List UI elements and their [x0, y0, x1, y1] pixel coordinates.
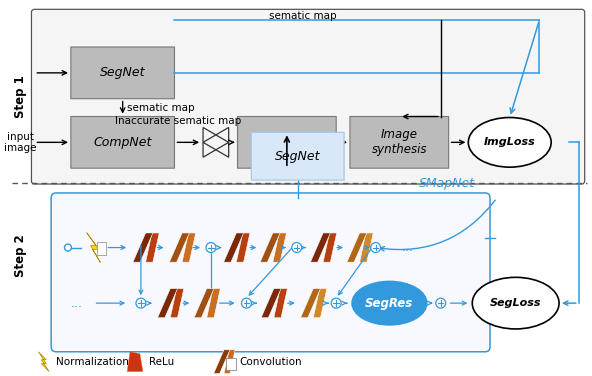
Text: ...: ...: [401, 241, 413, 254]
Polygon shape: [273, 233, 287, 262]
FancyBboxPatch shape: [96, 242, 107, 256]
Text: CompNet: CompNet: [94, 136, 152, 149]
Polygon shape: [224, 350, 235, 374]
Polygon shape: [261, 288, 281, 318]
Polygon shape: [157, 288, 178, 318]
Text: Step 1: Step 1: [14, 75, 27, 118]
FancyBboxPatch shape: [237, 117, 336, 168]
Text: SegNet: SegNet: [100, 66, 146, 79]
Polygon shape: [169, 233, 189, 262]
Text: input
image: input image: [4, 132, 37, 153]
Text: Convolution: Convolution: [240, 357, 302, 367]
Text: Step 2: Step 2: [14, 234, 27, 277]
Polygon shape: [170, 288, 184, 318]
Polygon shape: [146, 233, 159, 262]
Polygon shape: [323, 233, 337, 262]
Circle shape: [206, 243, 216, 253]
FancyBboxPatch shape: [252, 132, 344, 180]
Text: SegLoss: SegLoss: [490, 298, 542, 308]
Text: Normalization: Normalization: [56, 357, 129, 367]
Text: SegNet: SegNet: [275, 150, 320, 163]
Text: sematic map: sematic map: [127, 103, 194, 112]
FancyBboxPatch shape: [226, 358, 236, 370]
Circle shape: [436, 298, 446, 308]
FancyBboxPatch shape: [71, 47, 175, 99]
Text: ReLu: ReLu: [149, 357, 174, 367]
Polygon shape: [194, 288, 214, 318]
Text: SegRes: SegRes: [365, 297, 414, 310]
Polygon shape: [301, 288, 320, 318]
Text: SMapNet: SMapNet: [419, 177, 475, 190]
Text: sematic map: sematic map: [269, 11, 336, 21]
FancyBboxPatch shape: [71, 117, 175, 168]
Circle shape: [371, 243, 381, 253]
Polygon shape: [224, 233, 243, 262]
Polygon shape: [260, 233, 280, 262]
Circle shape: [65, 244, 72, 251]
Polygon shape: [127, 352, 143, 371]
Polygon shape: [359, 233, 373, 262]
Polygon shape: [182, 233, 196, 262]
FancyBboxPatch shape: [350, 117, 449, 168]
Polygon shape: [236, 233, 250, 262]
Polygon shape: [274, 288, 288, 318]
Polygon shape: [214, 350, 230, 374]
Circle shape: [292, 243, 302, 253]
Polygon shape: [86, 233, 101, 262]
FancyBboxPatch shape: [51, 193, 490, 352]
Polygon shape: [313, 288, 327, 318]
Text: ...: ...: [71, 297, 83, 310]
Text: UpSamping: UpSamping: [253, 136, 321, 149]
Ellipse shape: [468, 118, 551, 167]
FancyBboxPatch shape: [31, 9, 585, 184]
Polygon shape: [133, 233, 153, 262]
Polygon shape: [207, 288, 220, 318]
Ellipse shape: [352, 281, 427, 325]
Ellipse shape: [472, 277, 559, 329]
Circle shape: [136, 298, 146, 308]
Text: Inaccurate sematic map: Inaccurate sematic map: [115, 117, 242, 126]
Polygon shape: [310, 233, 330, 262]
Polygon shape: [347, 233, 367, 262]
Text: Image
synthesis: Image synthesis: [372, 128, 427, 156]
Circle shape: [242, 298, 252, 308]
Polygon shape: [38, 352, 49, 371]
Text: ImgLoss: ImgLoss: [484, 137, 536, 147]
Circle shape: [332, 298, 341, 308]
